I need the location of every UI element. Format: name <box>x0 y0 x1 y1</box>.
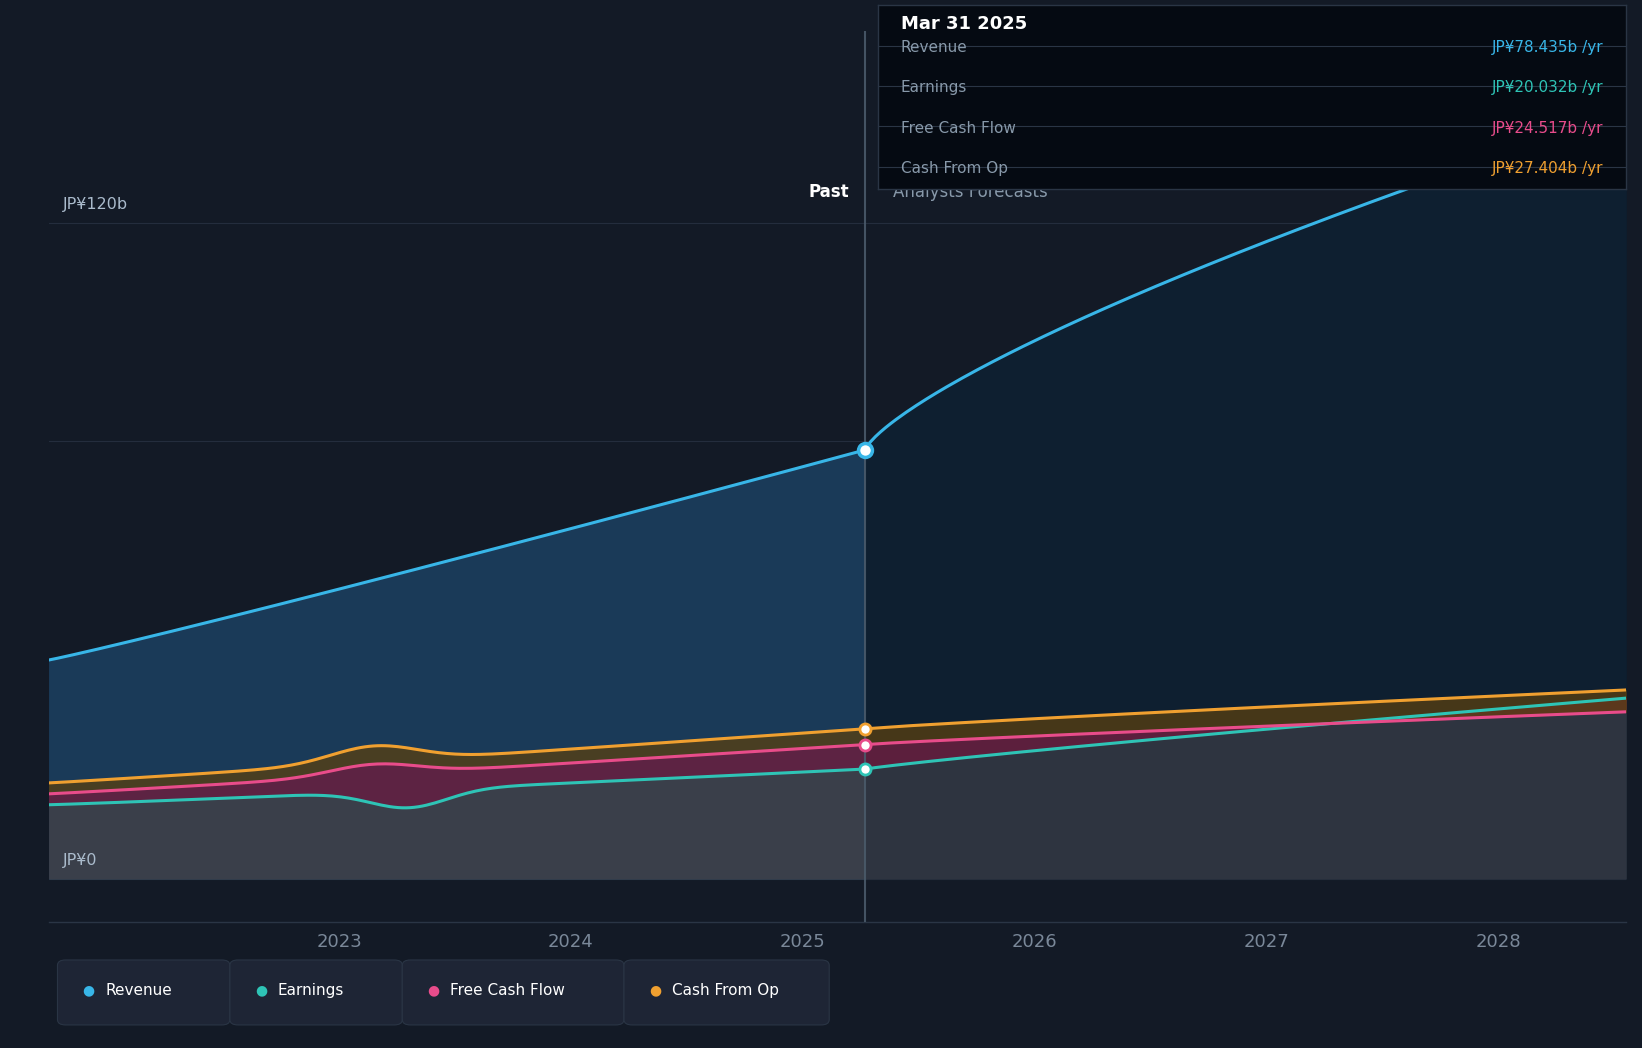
Text: ●: ● <box>427 983 440 998</box>
Text: Mar 31 2025: Mar 31 2025 <box>901 15 1028 32</box>
Text: JP¥24.517b /yr: JP¥24.517b /yr <box>1491 121 1603 135</box>
Text: JP¥0: JP¥0 <box>62 853 97 868</box>
Text: ●: ● <box>649 983 662 998</box>
Text: JP¥120b: JP¥120b <box>62 197 128 212</box>
Text: Revenue: Revenue <box>105 983 172 998</box>
Text: Analysts Forecasts: Analysts Forecasts <box>893 182 1048 201</box>
Text: Earnings: Earnings <box>901 81 967 95</box>
Text: JP¥20.032b /yr: JP¥20.032b /yr <box>1491 81 1603 95</box>
Text: Cash From Op: Cash From Op <box>672 983 778 998</box>
Text: Past: Past <box>808 182 849 201</box>
Text: ●: ● <box>255 983 268 998</box>
Text: ●: ● <box>82 983 95 998</box>
Text: Revenue: Revenue <box>901 40 967 54</box>
Text: Earnings: Earnings <box>277 983 343 998</box>
Text: JP¥78.435b /yr: JP¥78.435b /yr <box>1491 40 1603 54</box>
Text: JP¥27.404b /yr: JP¥27.404b /yr <box>1491 161 1603 176</box>
Text: Free Cash Flow: Free Cash Flow <box>901 121 1016 135</box>
Text: Cash From Op: Cash From Op <box>901 161 1008 176</box>
Text: Free Cash Flow: Free Cash Flow <box>450 983 565 998</box>
